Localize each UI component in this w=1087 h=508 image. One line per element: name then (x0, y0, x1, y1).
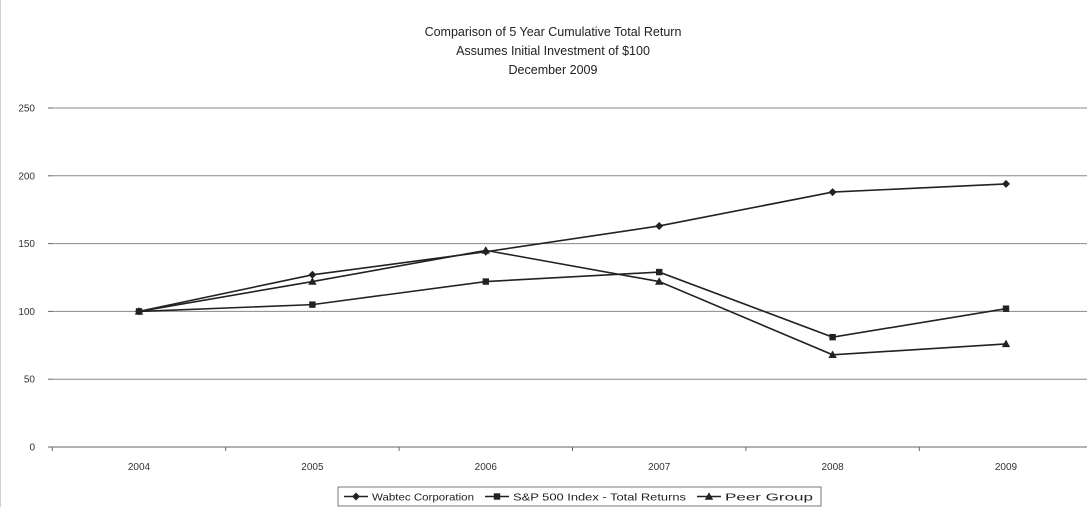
y-tick-label: 0 (29, 443, 35, 454)
data-point-peer-group (1001, 339, 1011, 348)
data-point-peer-group (481, 246, 490, 254)
legend-swatch-marker (704, 492, 714, 500)
chart-title-line-2: Assumes Initial Investment of $100 (456, 44, 650, 58)
legend-entry-sandp-500-index-total-returns: S&P 500 Index - Total Returns (513, 492, 686, 504)
data-point-peer-group (828, 350, 837, 358)
data-point-wabtec-corporation (1002, 179, 1010, 188)
y-tick-label: 250 (18, 104, 35, 115)
legend: Wabtec Corporation S&P 500 Index - Total … (337, 486, 822, 507)
series-peer-group (134, 246, 1011, 358)
chart-title-line-1: Comparison of 5 Year Cumulative Total Re… (425, 25, 682, 39)
series-line-sandp-500-index-total-returns (138, 271, 1007, 338)
series-line-wabtec-corporation (138, 183, 1007, 313)
data-point-wabtec-corporation (655, 221, 664, 230)
x-tick-label: 2009 (995, 462, 1018, 473)
y-tick-label: 100 (18, 307, 35, 318)
x-tick-label: 2008 (821, 462, 844, 473)
series-line-peer-group (138, 249, 1007, 356)
data-point-peer-group (308, 277, 317, 285)
data-point-wabtec-corporation (828, 188, 837, 197)
data-point-sandp-500-index-total-returns (482, 278, 489, 285)
y-tick-label: 150 (18, 239, 35, 250)
legend-entry-peer-group: Peer Group (725, 492, 813, 504)
y-tick-label: 50 (24, 375, 36, 386)
data-point-sandp-500-index-total-returns (656, 268, 663, 276)
x-tick-label: 2004 (128, 462, 151, 473)
x-tick-label: 2005 (301, 462, 324, 473)
series-lines (134, 179, 1011, 358)
data-point-sandp-500-index-total-returns (1002, 305, 1010, 312)
y-tick-label: 200 (18, 171, 35, 182)
series-sandp-500-index-total-returns (135, 268, 1010, 341)
data-point-peer-group (655, 277, 664, 285)
series-wabtec-corporation (135, 179, 1010, 316)
data-point-sandp-500-index-total-returns (829, 333, 836, 341)
data-point-peer-group (134, 307, 144, 315)
axes: 0 50 100 150 200 250 2004 2005 2006 2007 2008 2009 (18, 104, 1087, 473)
legend-swatch-marker (493, 493, 501, 500)
chart-title: Comparison of 5 Year Cumulative Total Re… (425, 25, 682, 77)
legend-swatch-marker (352, 492, 360, 501)
legend-entry-wabtec-corporation: Wabtec Corporation (372, 492, 474, 504)
x-tick-label: 2006 (475, 462, 498, 473)
x-tick-label: 2007 (648, 462, 671, 473)
gridlines (53, 107, 1087, 380)
data-point-wabtec-corporation (308, 270, 317, 279)
chart-title-line-3: December 2009 (509, 63, 598, 77)
legend-box (337, 486, 822, 507)
data-point-sandp-500-index-total-returns (309, 301, 316, 308)
